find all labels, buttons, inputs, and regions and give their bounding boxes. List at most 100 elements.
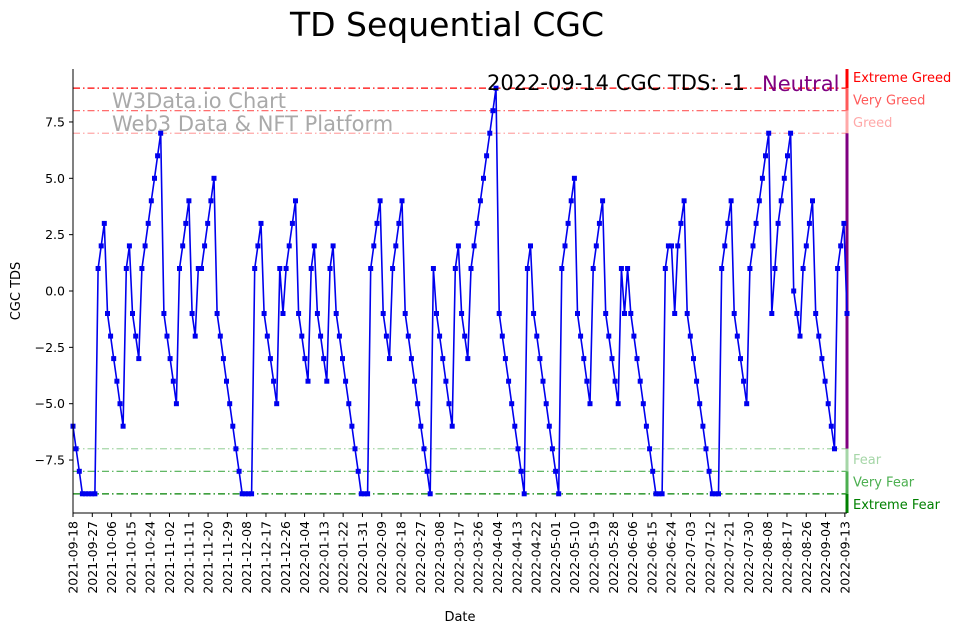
x-tick-label: 2022-03-17 (451, 521, 466, 594)
data-point (568, 198, 574, 204)
data-point (659, 491, 665, 497)
data-point (308, 266, 314, 271)
zone-lines: Extreme Greed Very Greed Greed Fear Very Fea… (73, 71, 951, 513)
x-tick-label: 2021-09-18 (66, 521, 81, 594)
data-point (311, 243, 317, 249)
data-point (183, 220, 189, 226)
data-point (578, 333, 584, 339)
status-text: 2022-09-14 CGC TDS: -1 (487, 71, 745, 95)
data-point (455, 243, 461, 249)
data-point (565, 220, 571, 226)
data-point (806, 220, 812, 226)
data-point (763, 153, 768, 159)
y-tick-label: −7.5 (35, 453, 65, 468)
data-point (424, 468, 430, 474)
data-point (258, 220, 264, 226)
x-tick-label: 2022-09-13 (837, 521, 852, 594)
data-point (672, 311, 678, 316)
data-point (321, 356, 327, 362)
data-point (352, 446, 358, 452)
data-point (596, 220, 602, 226)
data-point (192, 333, 198, 339)
x-tick-label: 2022-01-04 (297, 521, 312, 594)
data-point (734, 333, 740, 339)
data-point (691, 356, 696, 362)
x-tick-label: 2022-06-06 (625, 521, 640, 594)
zone-label: Very Greed (853, 94, 925, 109)
data-point (145, 220, 151, 226)
data-point (349, 423, 355, 429)
data-point (606, 333, 612, 339)
x-tick-label: 2021-10-15 (123, 521, 138, 594)
data-point (208, 198, 214, 204)
data-point (117, 401, 123, 407)
data-point (155, 153, 161, 159)
data-point (800, 266, 806, 271)
data-point (794, 311, 800, 316)
data-point (405, 333, 411, 339)
x-tick-label: 2022-03-08 (432, 521, 447, 594)
data-point (769, 311, 775, 316)
data-point (643, 423, 649, 429)
data-point (387, 356, 392, 362)
data-point (759, 175, 765, 181)
data-point (430, 266, 436, 271)
data-point (368, 266, 374, 271)
data-point (484, 153, 490, 159)
data-point (92, 491, 98, 497)
data-point (236, 468, 242, 474)
data-point (590, 266, 596, 271)
data-point (722, 243, 728, 249)
data-point (161, 311, 167, 316)
data-point (841, 220, 847, 226)
data-point (277, 266, 283, 271)
x-tick-label: 2021-11-20 (201, 521, 216, 594)
data-point (756, 198, 762, 204)
data-point (772, 266, 778, 271)
data-point (496, 311, 502, 316)
data-point (76, 468, 82, 474)
data-point (459, 311, 465, 316)
x-tick-label: 2022-07-21 (722, 521, 737, 594)
data-point (393, 243, 399, 249)
data-point (286, 243, 292, 249)
data-point (681, 198, 687, 204)
data-point (709, 491, 715, 497)
data-point (719, 266, 725, 271)
x-tick-label: 2021-10-06 (104, 521, 119, 594)
data-point (838, 243, 844, 249)
data-point (600, 198, 606, 204)
data-point (105, 311, 110, 316)
data-point (813, 311, 819, 316)
data-point (274, 401, 280, 407)
data-point (86, 491, 92, 497)
y-tick-label: −5.0 (35, 396, 65, 411)
x-tick-label: 2022-02-09 (374, 521, 389, 594)
data-point (246, 491, 251, 497)
y-tick-label: 2.5 (45, 227, 65, 242)
x-tick-label: 2022-09-04 (818, 521, 833, 594)
data-point (797, 333, 803, 339)
data-point (189, 311, 195, 316)
x-tick-label: 2021-12-26 (278, 521, 293, 594)
data-point (242, 491, 248, 497)
data-point (618, 266, 624, 271)
data-point (233, 446, 239, 452)
data-point (195, 266, 201, 271)
data-point (89, 491, 95, 497)
x-tick-label: 2022-07-12 (702, 521, 717, 594)
y-ticks: −7.5 −5.0 −2.5 0.0 2.5 5.0 7.5 (35, 114, 73, 468)
zone-label: Very Fear (853, 475, 915, 490)
data-point (462, 333, 468, 339)
data-point (615, 401, 621, 407)
data-point (293, 198, 298, 204)
data-point (490, 108, 496, 114)
data-point (327, 266, 333, 271)
data-point (111, 356, 117, 362)
data-point (152, 175, 157, 181)
data-point (380, 311, 386, 316)
data-point (593, 243, 599, 249)
data-point (697, 401, 703, 407)
data-point (775, 220, 781, 226)
